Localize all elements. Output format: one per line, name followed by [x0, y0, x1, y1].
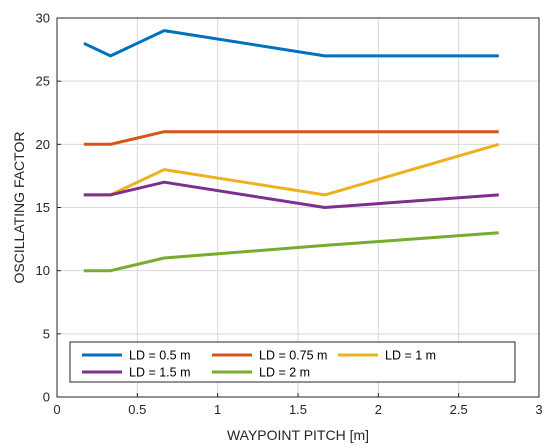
legend-box	[69, 341, 516, 383]
series-line	[83, 29, 499, 58]
series-line	[83, 231, 499, 273]
y-tick-label: 15	[36, 200, 50, 215]
legend-label: LD = 1.5 m	[129, 366, 191, 380]
x-tick-label: 1.5	[289, 402, 307, 417]
y-tick-label: 20	[36, 137, 50, 152]
y-tick-label: 0	[43, 390, 50, 405]
x-tick-label: 3	[535, 402, 542, 417]
series-line	[83, 180, 499, 209]
series-lines	[83, 29, 500, 273]
x-tick-label: 2	[375, 402, 382, 417]
y-tick-label: 5	[43, 326, 50, 341]
y-tick-label: 30	[36, 11, 50, 26]
y-tick-label: 25	[36, 74, 50, 89]
x-tick-label: 0	[53, 402, 60, 417]
y-tick-label: 10	[36, 263, 50, 278]
legend-label: LD = 0.75 m	[259, 349, 327, 363]
x-tick-label: 2.5	[450, 402, 468, 417]
legend-label: LD = 0.5 m	[129, 349, 191, 363]
x-tick-label: 1	[214, 402, 221, 417]
x-axis-label: WAYPOINT PITCH [m]	[227, 427, 369, 443]
legend-label: LD = 2 m	[259, 366, 310, 380]
series-line	[83, 130, 499, 146]
legend-label: LD = 1 m	[385, 349, 436, 363]
x-tick-label: 0.5	[128, 402, 146, 417]
y-axis-label: OSCILLATING FACTOR	[11, 132, 27, 284]
legend: LD = 0.5 m LD = 0.75 m LD = 1 m LD = 1.5 m L…	[69, 341, 516, 383]
